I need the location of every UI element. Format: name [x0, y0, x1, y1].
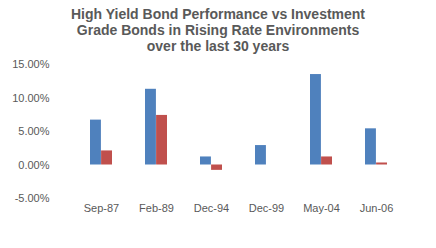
svg-text:Sep-87: Sep-87	[84, 202, 119, 214]
svg-text:5.00%: 5.00%	[18, 125, 49, 137]
svg-text:May-04: May-04	[303, 202, 340, 214]
svg-text:Feb-89: Feb-89	[139, 202, 174, 214]
svg-text:10.00%: 10.00%	[12, 92, 50, 104]
svg-text:15.00%: 15.00%	[12, 58, 50, 70]
svg-text:Dec-94: Dec-94	[194, 202, 229, 214]
svg-text:0.00%: 0.00%	[18, 159, 49, 171]
svg-text:Dec-99: Dec-99	[249, 202, 284, 214]
svg-text:-5.00%: -5.00%	[15, 192, 50, 204]
html-text:High Yield Bond Performance vs: High Yield Bond Performance vs Investmen…	[71, 6, 365, 54]
svg-text:Jun-06: Jun-06	[360, 202, 394, 214]
